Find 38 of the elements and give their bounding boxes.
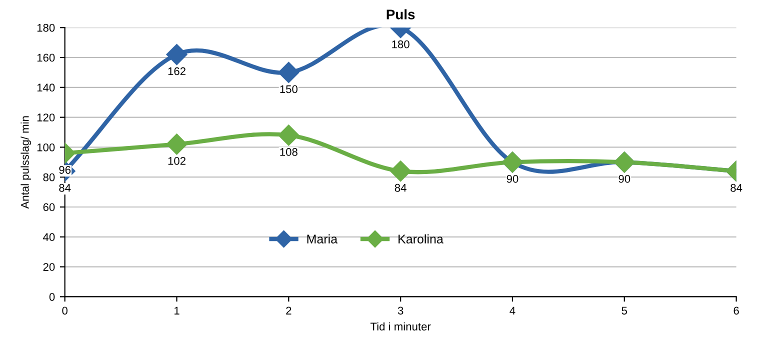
x-tick-label: 0 [62, 306, 68, 315]
legend-label: Maria [307, 234, 338, 244]
data-label: 96 [59, 166, 71, 174]
y-tick-label: 80 [43, 173, 55, 182]
y-tick-label: 180 [37, 24, 55, 32]
data-label: 162 [168, 67, 186, 76]
data-label: 90 [506, 174, 518, 183]
data-label: 102 [168, 157, 186, 165]
legend-label: Karolina [398, 234, 444, 244]
x-tick-label: 4 [510, 306, 516, 314]
x-axis-title: Tid i minuter [370, 322, 431, 330]
x-tick-label: 3 [398, 306, 404, 315]
point [166, 134, 188, 155]
y-tick-label: 40 [43, 233, 55, 242]
y-tick-label: 160 [37, 54, 55, 62]
chart-title: Puls [386, 9, 415, 20]
y-tick-label: 140 [37, 84, 55, 92]
y-tick-label: 20 [43, 263, 55, 271]
x-tick-label: 6 [734, 306, 739, 315]
y-tick-label: 100 [37, 143, 55, 152]
point [390, 160, 412, 182]
x-tick-label: 5 [622, 306, 628, 315]
point [278, 62, 300, 83]
data-label: 84 [394, 184, 406, 192]
y-tick-label: 120 [37, 114, 55, 122]
data-label: 84 [730, 184, 742, 192]
data-label: 84 [59, 184, 71, 192]
x-tick-label: 2 [286, 306, 292, 314]
data-label: 150 [280, 85, 298, 94]
y-axis-title: Antal pulsslag/ min [20, 116, 32, 209]
y-tick-label: 60 [43, 203, 55, 212]
point [166, 44, 188, 66]
data-label: 180 [392, 40, 410, 48]
data-label: 90 [618, 174, 630, 183]
data-label: 108 [280, 148, 298, 156]
point [278, 124, 300, 146]
y-tick-label: 0 [49, 292, 55, 301]
x-tick-label: 1 [174, 306, 180, 314]
